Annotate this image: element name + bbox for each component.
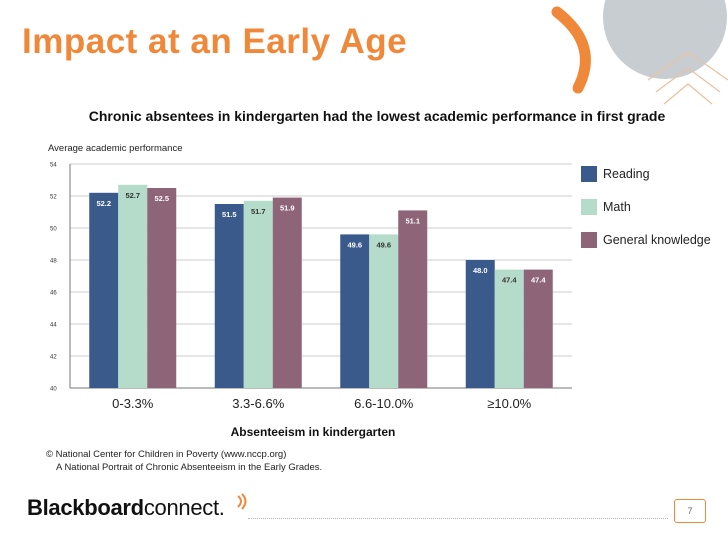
bar-reading	[340, 234, 370, 388]
decor-arrow-2	[655, 67, 721, 93]
decor-orange-arc	[551, 6, 591, 94]
y-tick-label: 54	[50, 163, 57, 169]
data-label: 51.9	[280, 204, 295, 213]
bar-general	[272, 197, 302, 388]
source-line-1: © National Center for Children in Povert…	[46, 449, 287, 460]
bar-math	[369, 234, 399, 388]
data-label: 49.6	[347, 240, 362, 249]
decor-arrow-1	[647, 51, 728, 81]
x-tick-label: 3.3-6.6%	[232, 396, 284, 411]
legend-swatch-math	[581, 199, 597, 215]
y-tick-label: 42	[50, 355, 57, 361]
y-tick-label: 44	[50, 323, 57, 329]
y-axis-label: Average academic performance	[48, 143, 182, 154]
x-tick-label: 6.6-10.0%	[354, 396, 414, 411]
y-tick-label: 48	[50, 259, 57, 265]
bar-general	[398, 210, 428, 388]
bar-reading	[214, 204, 244, 388]
data-label: 51.1	[405, 216, 420, 225]
data-label: 47.4	[502, 276, 517, 285]
brand-signal-icon	[237, 493, 247, 510]
footer-divider	[248, 518, 668, 519]
legend-swatch-general	[581, 232, 597, 248]
brand-logo: Blackboardconnect.	[27, 495, 225, 521]
page-number: 7	[674, 499, 706, 523]
brand-light: connect.	[143, 495, 225, 520]
bar-reading	[89, 192, 119, 388]
slide-title: Impact at an Early Age	[22, 22, 408, 61]
y-tick-label: 50	[50, 227, 57, 233]
data-label: 51.7	[251, 207, 266, 216]
bar-math	[494, 269, 524, 388]
y-tick-label: 46	[50, 291, 57, 297]
decor-gray-circle	[603, 0, 727, 79]
data-label: 51.5	[222, 210, 237, 219]
brand-bold: Blackboard	[27, 495, 144, 520]
legend-swatch-reading	[581, 166, 597, 182]
data-label: 52.5	[154, 194, 169, 203]
data-label: 52.7	[125, 191, 140, 200]
y-tick-label: 52	[50, 195, 57, 201]
data-label: 52.2	[96, 199, 111, 208]
legend-label-general: General knowledge	[603, 233, 711, 247]
bar-math	[118, 184, 148, 388]
bar-math	[243, 200, 273, 388]
x-axis-label: Absenteeism in kindergarten	[231, 425, 396, 439]
data-label: 47.4	[531, 276, 546, 285]
legend-label-math: Math	[603, 200, 631, 214]
data-label: 48.0	[473, 266, 488, 275]
data-label: 49.6	[376, 240, 391, 249]
decor-arrow-3	[663, 83, 713, 105]
chart-title: Chronic absentees in kindergarten had th…	[88, 108, 666, 124]
x-tick-label: 0-3.3%	[112, 396, 154, 411]
bar-general	[147, 188, 177, 388]
bar-reading	[465, 260, 495, 388]
legend-label-reading: Reading	[603, 167, 650, 181]
source-line-2: A National Portrait of Chronic Absenteei…	[56, 462, 323, 473]
y-tick-label: 40	[50, 387, 57, 393]
source-credit: © National Center for Children in Povert…	[46, 448, 322, 474]
bar-general	[523, 269, 553, 388]
x-tick-label: ≥10.0%	[487, 396, 531, 411]
